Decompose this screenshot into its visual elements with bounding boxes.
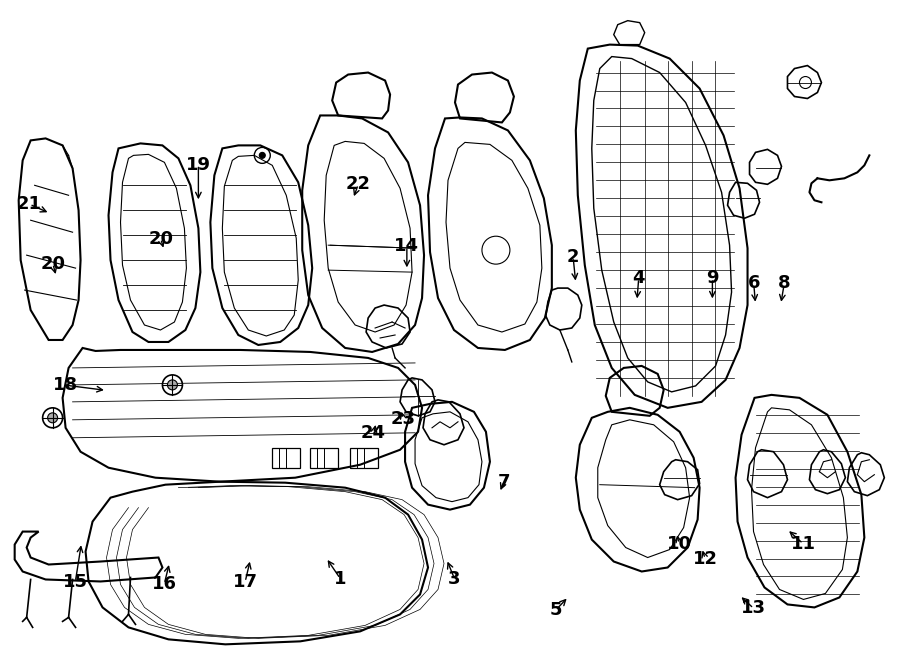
Text: 12: 12 [693, 550, 717, 568]
Circle shape [167, 380, 177, 390]
Text: 3: 3 [448, 570, 461, 588]
Text: 10: 10 [667, 535, 691, 553]
Text: 8: 8 [778, 275, 790, 293]
Circle shape [48, 413, 58, 423]
Text: 6: 6 [748, 275, 760, 293]
Text: 23: 23 [391, 410, 416, 428]
Text: 14: 14 [394, 238, 419, 256]
Text: 7: 7 [498, 473, 510, 491]
Bar [310, 448, 338, 468]
Text: 15: 15 [63, 573, 88, 591]
Text: 19: 19 [186, 156, 211, 173]
Text: 5: 5 [550, 601, 562, 619]
Text: 24: 24 [361, 424, 386, 442]
Text: 17: 17 [232, 573, 257, 591]
Text: 22: 22 [346, 175, 371, 193]
Bar [273, 448, 301, 468]
Text: 4: 4 [633, 269, 645, 287]
Text: 20: 20 [40, 255, 66, 273]
Text: 13: 13 [742, 600, 766, 618]
Text: 9: 9 [706, 269, 718, 287]
Text: 20: 20 [148, 230, 173, 248]
Text: 21: 21 [17, 195, 42, 213]
Text: 1: 1 [334, 570, 346, 588]
Text: 2: 2 [567, 248, 580, 266]
Bar [350, 448, 378, 468]
Text: 16: 16 [152, 575, 176, 593]
Circle shape [259, 152, 266, 158]
Text: 18: 18 [53, 376, 78, 394]
Text: 11: 11 [791, 535, 815, 553]
